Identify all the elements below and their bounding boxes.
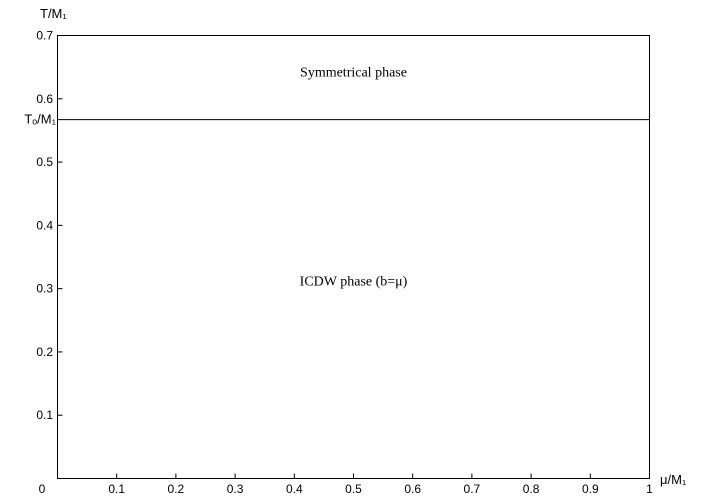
y-tick-label: 0.2 xyxy=(36,345,53,359)
x-ticks: 0 0.1 0.2 0.3 0.4 0.5 0.6 0.7 0.8 0.9 1 xyxy=(39,473,653,496)
x-tick-label: 0.2 xyxy=(168,482,185,496)
y-tick-label: 0.4 xyxy=(36,218,53,232)
symmetrical-phase-label: Symmetrical phase xyxy=(300,66,407,81)
x-tick-label: 0.4 xyxy=(286,482,303,496)
x-tick-label: 0.6 xyxy=(404,482,421,496)
y-tick-label: 0.5 xyxy=(36,155,53,169)
x-tick-label: 0.3 xyxy=(227,482,244,496)
x-tick-label: 0.7 xyxy=(464,482,481,496)
x-tick-label: 0.8 xyxy=(523,482,540,496)
y-tick-label: 0.6 xyxy=(36,92,53,106)
y-axis-label: T/M₁ xyxy=(40,6,67,21)
x-tick-label: 0.1 xyxy=(108,482,125,496)
x-tick-label: 1 xyxy=(646,482,653,496)
icdw-phase-label: ICDW phase (b=μ) xyxy=(300,274,408,289)
y-tick-label: 0.7 xyxy=(36,29,53,43)
y-ticks: 0.1 0.2 0.3 0.4 0.5 0.6 0.7 xyxy=(36,29,63,422)
x-tick-label: 0 xyxy=(39,482,46,496)
plot-frame xyxy=(57,35,650,479)
critical-temperature-label: Tₒ/M₁ xyxy=(24,112,56,127)
y-tick-label: 0.1 xyxy=(36,408,53,422)
x-tick-label: 0.9 xyxy=(582,482,599,496)
x-tick-label: 0.5 xyxy=(345,482,362,496)
x-axis-label: μ/M₁ xyxy=(660,472,687,487)
y-tick-label: 0.3 xyxy=(36,282,53,296)
